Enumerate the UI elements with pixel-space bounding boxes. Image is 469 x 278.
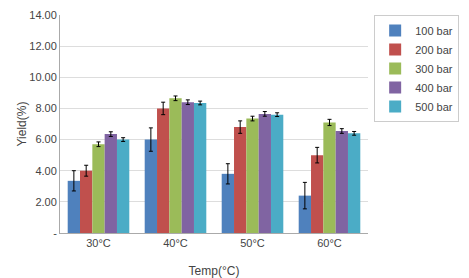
- svg-text:6.00: 6.00: [35, 133, 56, 145]
- svg-text:50°C: 50°C: [240, 237, 265, 249]
- svg-text:10.00: 10.00: [29, 71, 57, 83]
- svg-text:60°C: 60°C: [317, 237, 342, 249]
- svg-text:300 bar: 300 bar: [415, 63, 453, 75]
- svg-text:30°C: 30°C: [86, 237, 111, 249]
- svg-text:8.00: 8.00: [35, 102, 56, 114]
- svg-text:4.00: 4.00: [35, 165, 56, 177]
- svg-text:100 bar: 100 bar: [415, 25, 453, 37]
- svg-text:200 bar: 200 bar: [415, 44, 453, 56]
- svg-text:40°C: 40°C: [163, 237, 188, 249]
- svg-text:Temp(°C): Temp(°C): [189, 264, 240, 278]
- svg-text:12.00: 12.00: [29, 40, 57, 52]
- svg-text:-: -: [53, 227, 57, 239]
- svg-text:14.00: 14.00: [29, 9, 57, 21]
- svg-text:2.00: 2.00: [35, 196, 56, 208]
- svg-text:400 bar: 400 bar: [415, 82, 453, 94]
- svg-text:Yield(%): Yield(%): [15, 102, 29, 147]
- svg-text:500 bar: 500 bar: [415, 101, 453, 113]
